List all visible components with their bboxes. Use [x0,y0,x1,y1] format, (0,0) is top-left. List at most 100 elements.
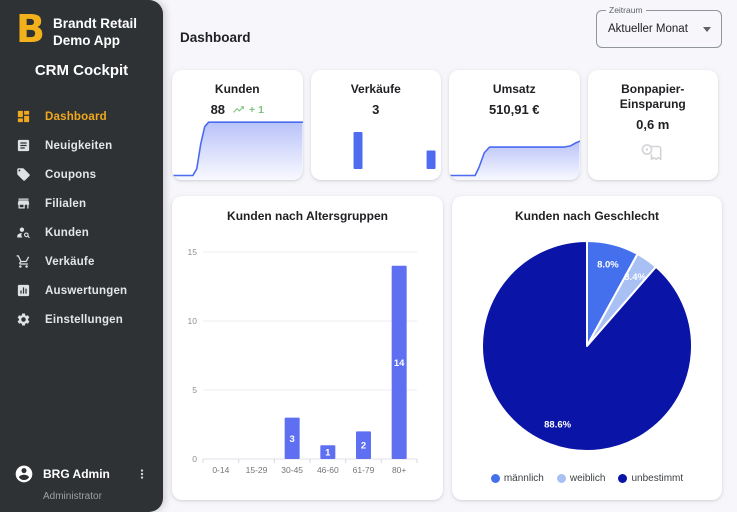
main-content: Dashboard Zeitraum Aktueller Monat Kunde… [163,0,737,512]
legend-item-unbestimmt[interactable]: unbestimmt [618,473,683,484]
kpi-value: 3 [372,102,380,117]
svg-text:2: 2 [361,441,366,452]
person-search-icon [16,225,32,241]
news-icon [16,138,32,154]
sidebar-item-label: Kunden [45,227,89,240]
kpi-card-verkaeufe: Verkäufe 3 [310,70,441,180]
svg-text:10: 10 [188,316,198,326]
legend-item-weiblich[interactable]: weiblich [556,473,606,484]
period-select[interactable]: Zeitraum Aktueller Monat [596,5,722,48]
kpi-card-umsatz: Umsatz 510,91 € [449,70,580,180]
brand-logo: B [16,7,45,51]
product-name: CRM Cockpit [34,61,129,79]
legend-dot [490,474,500,483]
coupon-tag-icon [16,167,32,183]
analytics-icon [16,283,32,299]
legend-label: männlich [503,473,544,484]
account-circle-icon [14,464,34,484]
sidebar-item-auswertungen[interactable]: Auswertungen [0,277,163,306]
svg-text:80+: 80+ [392,465,406,475]
sidebar-item-coupons[interactable]: Coupons [0,161,163,190]
chart-title: Kunden nach Altersgruppen [227,209,388,223]
svg-text:14: 14 [394,358,405,369]
verkaeufe-mini-bar-chart [353,132,436,169]
kpi-title-line1: Bonpapier- [621,82,685,96]
sidebar: B Brandt Retail Demo App CRM Cockpit Das… [0,0,163,512]
chevron-down-icon [703,27,711,32]
svg-text:3: 3 [290,434,295,445]
brand-header: B Brandt Retail Demo App [0,0,163,50]
svg-text:61-79: 61-79 [353,465,375,475]
kpi-value: 510,91 € [488,102,540,117]
kpi-row: Kunden 88 + 1 Verkäufe 3 Umsatz 510,91 € [172,70,718,180]
kpi-title: Verkäufe [350,82,401,96]
sidebar-item-dashboard[interactable]: Dashboard [0,103,163,132]
svg-text:1: 1 [325,448,331,459]
store-icon [16,196,32,212]
user-footer: BRG Admin Administrator [0,464,163,502]
sidebar-item-verkaeufe[interactable]: Verkäufe [0,248,163,277]
kpi-card-kunden: Kunden 88 + 1 [172,70,303,180]
svg-text:5: 5 [192,385,197,395]
svg-text:88.6%: 88.6% [544,420,571,431]
svg-text:3.4%: 3.4% [624,272,646,283]
page-title: Dashboard [180,30,251,45]
pie-legend: männlich weiblich unbestimmt [452,473,722,484]
legend-dot [618,474,628,483]
sidebar-item-label: Einstellungen [45,314,123,327]
sidebar-item-label: Neuigkeiten [45,140,113,153]
user-row: BRG Admin [14,464,149,484]
user-role: Administrator [43,491,102,502]
dashboard-icon [16,109,32,125]
period-select-label: Zeitraum [606,5,646,15]
sidebar-item-kunden[interactable]: Kunden [0,219,163,248]
legend-item-maennlich[interactable]: männlich [490,473,544,484]
age-groups-bar-chart: 0 5 10 15 0-14 15-29 30-45 3 46-60 1 61-79 2 80+ 14 [188,247,418,475]
kpi-title: Bonpapier- Einsparung [588,82,719,112]
trend-up-icon [231,103,246,116]
cart-icon [16,254,32,270]
kpi-value: 88 [210,102,226,117]
app-name-line2: Demo App [52,32,120,48]
kpi-value: 0,6 m [636,117,670,132]
user-name: BRG Admin [43,467,110,481]
kunden-sparkline-chart [172,121,303,180]
kpi-trend: + 1 [249,103,264,116]
legend-label: weiblich [569,473,606,484]
kpi-card-bonpapier: Bonpapier- Einsparung 0,6 m [587,70,719,180]
kpi-value-row: 88 + 1 [172,102,303,117]
kpi-title: Kunden [214,82,260,96]
sidebar-item-filialen[interactable]: Filialen [0,190,163,219]
kpi-title-line2: Einsparung [619,97,686,111]
gender-pie-chart: 8.0% 3.4% 88.6% [481,240,693,452]
age-groups-chart-card: Kunden nach Altersgruppen 0 5 10 15 0-14 15-2… [172,196,443,500]
svg-text:0: 0 [192,454,197,464]
receipt-roll-icon [588,141,719,163]
period-select-value: Aktueller Monat [608,23,688,35]
svg-text:8.0%: 8.0% [597,260,619,271]
sidebar-item-label: Filialen [45,198,87,211]
sidebar-item-einstellungen[interactable]: Einstellungen [0,306,163,335]
gender-chart-card: Kunden nach Geschlecht 8.0% 3.4% 88.6% män… [452,196,722,500]
app-name: Brandt Retail Demo App [53,10,137,50]
settings-icon [16,312,32,328]
svg-text:46-60: 46-60 [317,465,339,475]
legend-dot [556,474,566,483]
kpi-title: Umsatz [492,82,536,96]
sidebar-item-neuigkeiten[interactable]: Neuigkeiten [0,132,163,161]
sidebar-item-label: Verkäufe [45,256,95,269]
sidebar-item-label: Coupons [45,169,97,182]
svg-text:30-45: 30-45 [281,465,303,475]
svg-text:0-14: 0-14 [212,465,229,475]
app-name-line1: Brandt Retail [52,16,137,31]
sidebar-item-label: Auswertungen [45,285,128,298]
legend-label: unbestimmt [631,473,684,484]
umsatz-sparkline-chart [449,140,580,180]
svg-text:15: 15 [188,247,198,257]
sidebar-nav: Dashboard Neuigkeiten Coupons Filialen Kunde… [0,103,163,335]
kebab-menu-icon[interactable] [135,466,149,482]
svg-text:15-29: 15-29 [246,465,268,475]
chart-title: Kunden nach Geschlecht [514,209,660,223]
sidebar-item-label: Dashboard [45,111,107,124]
